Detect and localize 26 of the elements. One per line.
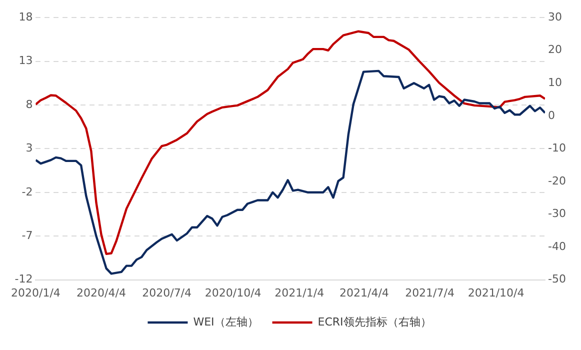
legend-label: WEI（左轴） xyxy=(193,315,258,328)
x-tick-label: 2020/10/4 xyxy=(204,286,262,300)
y2-tick-label: -40 xyxy=(548,240,566,253)
y2-tick-label: 20 xyxy=(548,43,562,56)
y2-tick-label: 0 xyxy=(548,108,556,122)
y2-tick-label: -20 xyxy=(548,174,566,188)
x-tick-label: 2020/4/4 xyxy=(76,286,126,300)
y2-tick-label: -10 xyxy=(548,142,566,155)
y2-tick-label: 30 xyxy=(548,10,562,24)
x-tick-label: 2020/1/4 xyxy=(11,286,60,300)
y-tick-label: -12 xyxy=(14,272,33,286)
y-tick-label: -7 xyxy=(22,228,33,242)
x-tick-label: 2021/4/4 xyxy=(340,286,389,300)
x-tick-label: 2021/10/4 xyxy=(468,286,524,300)
x-tick-label: 2021/7/4 xyxy=(405,286,454,300)
x-tick-label: 2020/7/4 xyxy=(142,286,192,300)
y-tick-label: 8 xyxy=(26,98,33,111)
y-tick-label: 13 xyxy=(18,54,33,68)
legend-label: ECRI领先指标（右轴） xyxy=(318,315,432,328)
y-tick-label: 18 xyxy=(18,10,33,24)
y2-tick-label: -30 xyxy=(548,207,566,220)
y-tick-label: 3 xyxy=(26,142,33,155)
y-tick-label: -2 xyxy=(22,185,33,198)
x-tick-label: 2021/1/4 xyxy=(274,286,324,300)
y2-tick-label: 10 xyxy=(548,76,562,90)
y2-tick-label: -50 xyxy=(548,272,566,286)
